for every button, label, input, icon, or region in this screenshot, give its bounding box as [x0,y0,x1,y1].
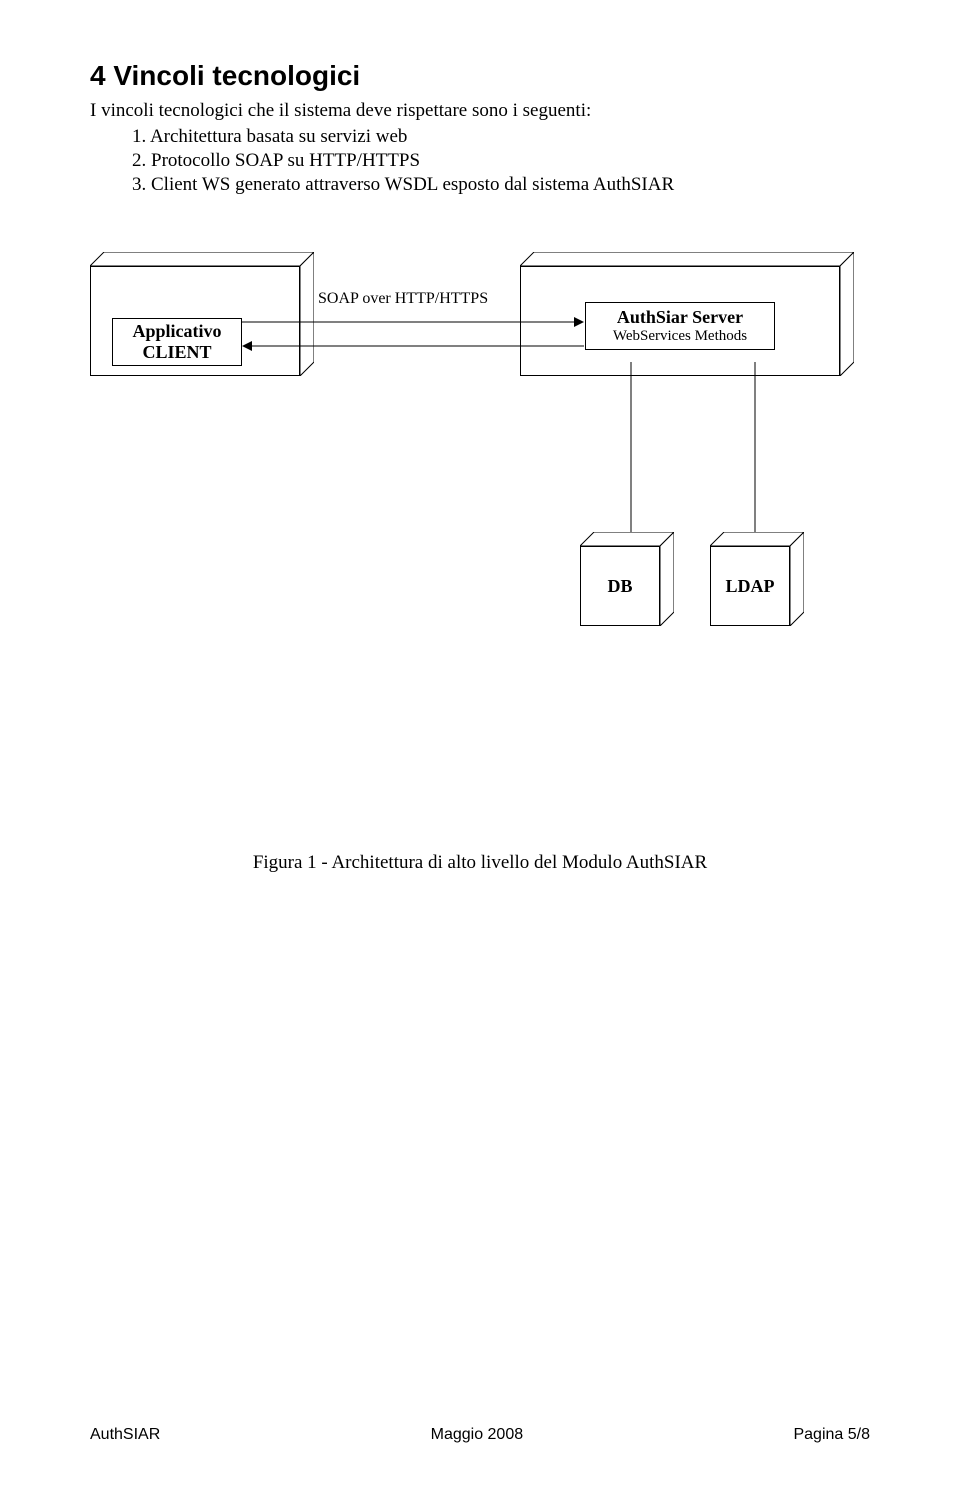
client-line1: Applicativo [132,321,221,342]
server-label-box: AuthSiar Server WebServices Methods [585,302,775,350]
client-line2: CLIENT [142,342,211,363]
server-line2: WebServices Methods [613,328,747,345]
list-item: 2. Protocollo SOAP su HTTP/HTTPS [132,150,870,172]
architecture-diagram: Applicativo CLIENT AuthSiar Server WebSe… [90,232,870,812]
connector-db-icon [630,362,632,532]
connector-ldap-icon [754,362,756,532]
soap-label: SOAP over HTTP/HTTPS [318,290,488,308]
arrow-right-icon [242,316,584,328]
page: 4 Vincoli tecnologici I vincoli tecnolog… [0,0,960,1490]
page-footer: AuthSIAR Maggio 2008 Pagina 5/8 [90,1426,870,1444]
footer-center: Maggio 2008 [431,1426,524,1444]
intro-text: I vincoli tecnologici che il sistema dev… [90,100,870,122]
db-label: DB [580,576,660,597]
footer-right: Pagina 5/8 [793,1426,870,1444]
server-line1: AuthSiar Server [617,307,743,328]
footer-left: AuthSIAR [90,1426,160,1444]
section-heading: 4 Vincoli tecnologici [90,60,870,92]
list-item: 3. Client WS generato attraverso WSDL es… [132,174,870,196]
numbered-list: 1. Architettura basata su servizi web 2.… [90,126,870,196]
client-label-box: Applicativo CLIENT [112,318,242,366]
ldap-label: LDAP [710,576,790,597]
figure-caption: Figura 1 - Architettura di alto livello … [90,852,870,874]
list-item: 1. Architettura basata su servizi web [132,126,870,148]
arrow-left-icon [242,340,584,352]
